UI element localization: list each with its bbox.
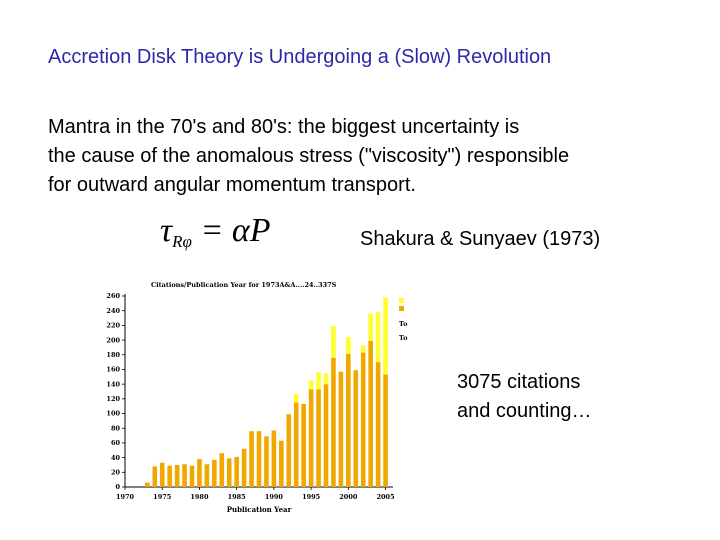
- body-text: Mantra in the 70's and 80's: the biggest…: [48, 113, 569, 200]
- x-tick-label: 1980: [190, 493, 209, 501]
- y-tick-label: 80: [111, 424, 121, 432]
- x-tick-label: 2005: [377, 493, 396, 501]
- legend-swatch: [399, 298, 404, 303]
- bar-segment-lower: [167, 465, 172, 487]
- legend-label: To: [399, 320, 408, 328]
- bar-segment-upper: [346, 337, 351, 355]
- y-tick-label: 180: [106, 351, 120, 359]
- bar-segment-lower: [308, 389, 314, 487]
- bar-segment-lower: [271, 430, 277, 487]
- bar-segment-lower: [256, 431, 262, 487]
- x-tick-label: 1985: [228, 493, 247, 501]
- shakura-sunyaev-reference: Shakura & Sunyaev (1973): [360, 228, 601, 250]
- x-tick-label: 1995: [302, 493, 321, 501]
- y-tick-label: 160: [106, 366, 120, 374]
- legend-label: To: [399, 334, 408, 342]
- bar-segment-lower: [197, 459, 202, 487]
- body-line-2: the cause of the anomalous stress ("visc…: [48, 145, 570, 167]
- bar-segment-upper: [383, 297, 388, 375]
- bar-segment-lower: [219, 453, 225, 487]
- bar-segment-lower: [301, 403, 306, 487]
- y-tick-label: 260: [106, 292, 120, 300]
- bar-segment-upper: [375, 312, 381, 363]
- bar-segment-lower: [264, 436, 269, 487]
- bar-segment-lower: [323, 384, 329, 487]
- y-tick-label: 140: [106, 380, 120, 388]
- stress-equation: τRφ = αP: [160, 212, 271, 252]
- legend-swatch: [399, 306, 404, 311]
- bar-segment-lower: [286, 414, 292, 487]
- equation-rhs: = αP: [191, 212, 271, 249]
- body-line-1: Mantra in the 70's and 80's: the biggest…: [48, 116, 520, 138]
- bar-segment-lower: [212, 459, 217, 487]
- bar-segment-lower: [204, 464, 210, 487]
- note-line-2: and counting…: [457, 400, 592, 422]
- bar-segment-lower: [338, 371, 344, 487]
- note-line-1: 3075 citations: [457, 371, 581, 393]
- bar-segment-lower: [375, 362, 381, 487]
- slide-title: Accretion Disk Theory is Undergoing a (S…: [48, 46, 552, 68]
- y-tick-label: 0: [115, 483, 120, 491]
- bar-segment-lower: [159, 462, 165, 487]
- x-tick-label: 1975: [153, 493, 172, 501]
- bar-segment-lower: [331, 357, 336, 487]
- x-axis-label: Publication Year: [227, 505, 292, 514]
- y-tick-label: 40: [111, 454, 121, 462]
- bar-segment-lower: [145, 482, 150, 487]
- bar-segment-upper: [316, 372, 321, 390]
- x-tick-label: 2000: [339, 493, 358, 501]
- bar-segment-lower: [353, 370, 359, 487]
- citation-count-note: 3075 citations and counting…: [457, 368, 592, 426]
- bar-segment-upper: [308, 380, 314, 390]
- y-tick-label: 240: [106, 307, 120, 315]
- bar-segment-upper: [360, 345, 366, 353]
- citations-bar-chart: Citations/Publication Year for 1973A&A..…: [106, 281, 408, 514]
- x-tick-label: 1990: [265, 493, 284, 501]
- bar-segment-lower: [346, 354, 351, 487]
- chart-title: Citations/Publication Year for 1973A&A..…: [151, 281, 337, 289]
- bar-segment-lower: [316, 389, 321, 487]
- bar-segment-lower: [182, 464, 187, 487]
- y-tick-label: 100: [106, 410, 120, 418]
- bar-segment-lower: [234, 456, 239, 487]
- bar-segment-lower: [152, 466, 158, 487]
- bar-segment-upper: [323, 373, 329, 385]
- y-tick-label: 20: [111, 469, 121, 477]
- body-line-3: for outward angular momentum transport.: [48, 174, 416, 196]
- y-tick-label: 60: [111, 439, 121, 447]
- y-tick-label: 200: [106, 336, 120, 344]
- bar-segment-lower: [368, 340, 373, 487]
- bar-segment-upper: [331, 326, 336, 358]
- bar-segment-upper: [293, 393, 299, 403]
- bar-segment-lower: [189, 465, 195, 487]
- bar-segment-lower: [293, 402, 299, 487]
- equation-tau: τ: [160, 212, 173, 249]
- bar-segment-lower: [174, 464, 180, 487]
- equation-subscript: Rφ: [172, 232, 192, 251]
- bar-segment-lower: [226, 458, 232, 487]
- bar-segment-lower: [279, 440, 284, 487]
- y-tick-label: 120: [106, 395, 120, 403]
- bar-segment-lower: [241, 448, 247, 487]
- bar-segment-lower: [383, 374, 388, 487]
- bar-segment-upper: [368, 313, 373, 341]
- bar-segment-lower: [249, 431, 254, 487]
- bar-segment-lower: [360, 352, 366, 487]
- x-tick-label: 1970: [116, 493, 135, 501]
- y-tick-label: 220: [106, 322, 120, 330]
